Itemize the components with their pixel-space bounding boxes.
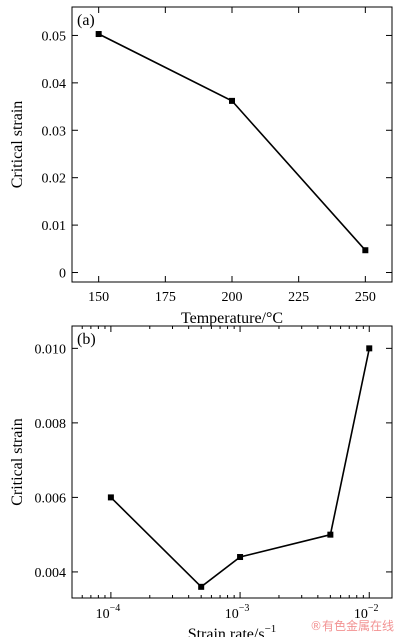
- x-tick-label: 225: [288, 290, 309, 305]
- x-axis-label: Temperature/°C: [181, 310, 283, 327]
- y-tick-label: 0.006: [35, 491, 67, 506]
- y-tick-label: 0.004: [35, 566, 67, 581]
- series-line: [110, 348, 371, 588]
- y-tick-label: 0.008: [35, 417, 67, 432]
- y-tick-label: 0.03: [42, 124, 67, 139]
- x-tick-label: 10−4: [96, 603, 121, 622]
- data-point: [198, 583, 205, 590]
- data-point: [229, 97, 235, 104]
- watermark: ®有色金属在线: [309, 619, 394, 633]
- x-tick-label: 10−3: [225, 603, 250, 622]
- x-tick-label: 175: [155, 290, 176, 305]
- y-tick-label: 0.05: [42, 29, 67, 44]
- data-point: [107, 494, 114, 501]
- y-tick-label: 0: [59, 267, 66, 282]
- y-tick-label: 0.01: [42, 219, 67, 234]
- chart-panel-a: 0 0.01 0.02 0.03 0.04 0.05 150 175 200 225 250 (a) T…: [9, 6, 393, 327]
- y-axis-label: Critical strain: [9, 101, 26, 189]
- data-point: [327, 531, 334, 538]
- x-tick-label: 250: [355, 290, 376, 305]
- y-axis-label: Critical strain: [9, 418, 26, 506]
- y-tick-label: 0.02: [42, 172, 67, 187]
- y-tick-label: 0.04: [42, 77, 67, 92]
- data-point: [237, 554, 244, 561]
- x-tick-label: 150: [88, 290, 109, 305]
- data-point: [366, 345, 373, 352]
- x-axis-label: Strain rate/s−1: [188, 623, 277, 637]
- chart-panel-b: 0.004 0.006 0.008 0.010 10−4 10−3 10−2 (b) Strai…: [9, 325, 393, 637]
- plot-frame: [71, 325, 393, 599]
- x-tick-label: 200: [222, 290, 243, 305]
- plot-frame: [71, 6, 393, 283]
- data-point: [362, 247, 369, 254]
- series-line: [98, 33, 366, 251]
- y-tick-label: 0.010: [35, 342, 67, 357]
- panel-label: (a): [77, 12, 95, 29]
- data-point: [95, 31, 102, 38]
- panel-label: (b): [77, 331, 96, 348]
- x-tick-label: 10−2: [354, 603, 379, 622]
